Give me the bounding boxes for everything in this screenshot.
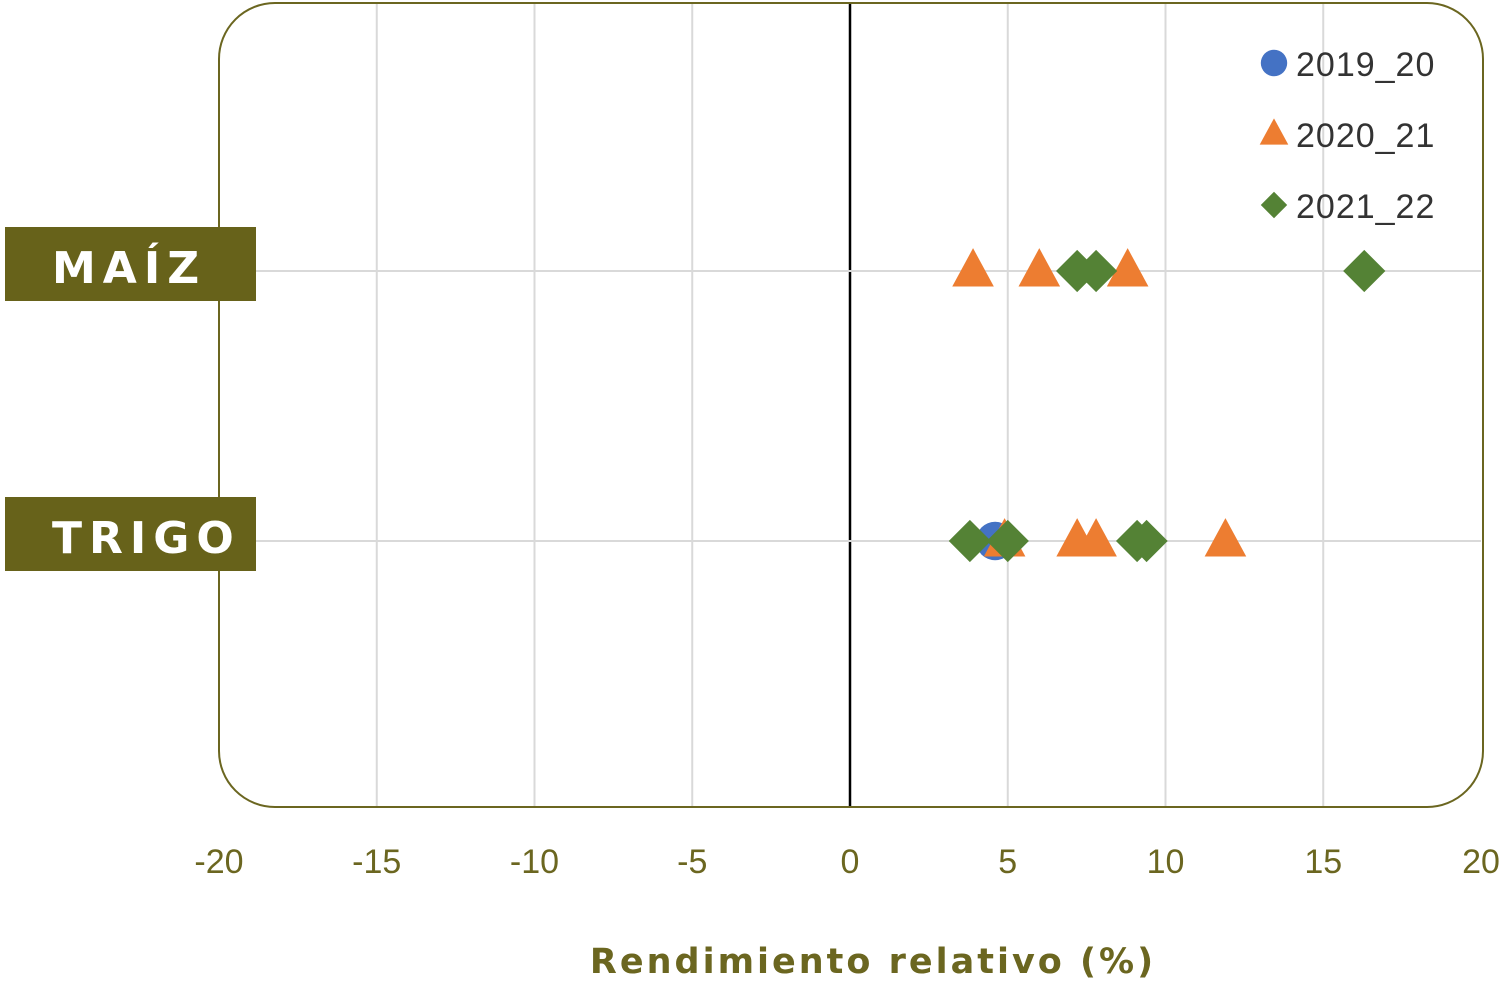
x-tick-label: 20	[1462, 843, 1500, 881]
x-tick-label: -15	[352, 843, 401, 881]
series-2020_21	[952, 248, 1247, 557]
plot-frame	[218, 2, 1484, 808]
x-tick-label: 0	[841, 843, 860, 881]
x-tick-label: -20	[194, 843, 243, 881]
legend-entry: 2021_22	[1260, 188, 1435, 226]
x-tick-label: 5	[998, 843, 1017, 881]
legend-label: 2019_20	[1296, 46, 1435, 84]
legend: 2019_20 2020_21 2021_22	[1259, 46, 1435, 226]
category-label-background	[5, 497, 256, 571]
x-tick-label: 15	[1304, 843, 1342, 881]
data-point	[1018, 248, 1061, 287]
category-label: TRIGO	[5, 497, 256, 571]
category-label-text: TRIGO	[52, 513, 241, 564]
category-label-text: MAÍZ	[52, 241, 206, 294]
legend-marker	[1260, 191, 1288, 219]
x-axis-title: Rendimiento relativo (%)	[590, 942, 1156, 982]
x-tick-label: 10	[1147, 843, 1185, 881]
data-points	[948, 248, 1386, 563]
data-point	[1075, 518, 1117, 557]
x-tick-label: -10	[510, 843, 559, 881]
legend-label: 2020_21	[1296, 117, 1435, 155]
legend-marker	[1260, 49, 1288, 77]
data-point	[1343, 249, 1386, 293]
series-2021_22	[948, 249, 1386, 563]
category-label-background	[5, 227, 256, 301]
data-point	[1125, 519, 1168, 563]
data-point	[948, 519, 992, 563]
x-tick-label: -5	[677, 843, 707, 881]
category-label: MAÍZ	[5, 227, 256, 301]
legend-entry: 2019_20	[1260, 46, 1435, 84]
data-point	[952, 248, 994, 287]
legend-marker	[1259, 118, 1289, 145]
data-point	[1106, 248, 1149, 287]
data-point	[986, 519, 1029, 563]
x-axis-tick-labels: -20 -15 -10 -5 0 5 10 15 20	[194, 843, 1499, 881]
gridlines	[219, 3, 1481, 807]
data-point	[1204, 518, 1247, 557]
category-labels: MAÍZ TRIGO	[5, 227, 256, 571]
legend-label: 2021_22	[1296, 188, 1435, 226]
legend-entry: 2020_21	[1259, 117, 1435, 155]
data-point	[1074, 249, 1118, 293]
